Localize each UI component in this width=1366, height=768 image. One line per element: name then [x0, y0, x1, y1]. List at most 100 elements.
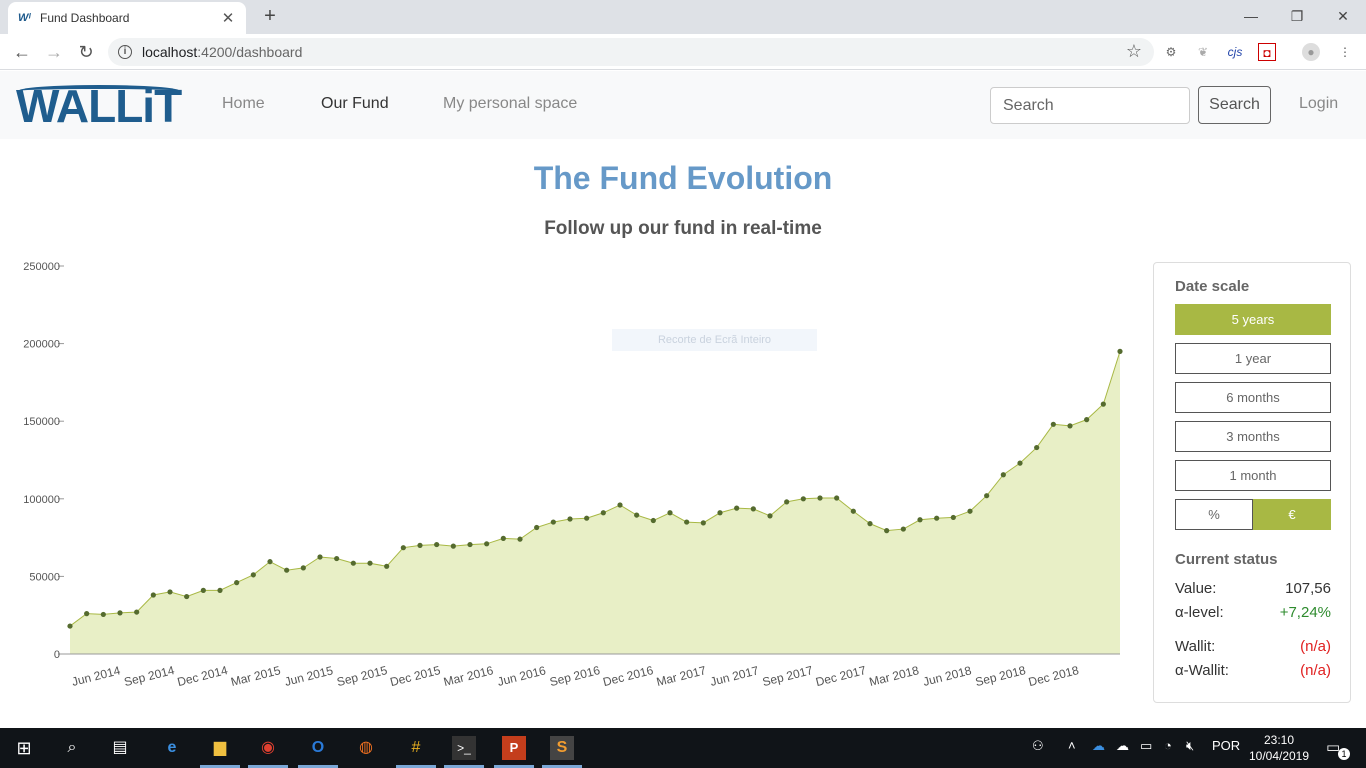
active-app-indicator: [200, 765, 240, 768]
screen-snip-overlay: Recorte de Ecrã Inteiro: [612, 329, 817, 351]
battery-icon[interactable]: ▭: [1140, 738, 1153, 753]
range-1-year-button[interactable]: 1 year: [1175, 343, 1331, 374]
logo-swoosh: [18, 85, 180, 97]
active-app-indicator: [494, 765, 534, 768]
data-point: [234, 580, 240, 586]
alpha-wallit-row: α-Wallit: (n/a): [1175, 662, 1331, 679]
page-title: The Fund Evolution: [533, 160, 833, 196]
forward-icon[interactable]: →: [45, 42, 63, 62]
range-1-month-button[interactable]: 1 month: [1175, 460, 1331, 491]
task-view-icon[interactable]: ▤: [112, 739, 128, 756]
range-5-years-button[interactable]: 5 years: [1175, 304, 1331, 335]
login-link[interactable]: Login: [1299, 95, 1339, 112]
data-point: [334, 555, 340, 562]
range-6-months-button[interactable]: 6 months: [1175, 382, 1331, 413]
alpha-wallit-label: α-Wallit:: [1175, 662, 1229, 679]
value-label: Value:: [1175, 580, 1217, 597]
data-point: [817, 495, 823, 501]
search-button[interactable]: Search: [1198, 86, 1271, 124]
extension-leaf-icon[interactable]: ❦: [1197, 45, 1209, 59]
active-app-indicator: [298, 765, 338, 768]
clock-time: 23:10: [1263, 733, 1295, 747]
slack-icon[interactable]: #: [411, 739, 421, 756]
data-point: [734, 505, 740, 511]
data-point: [450, 543, 456, 549]
current-status-heading: Current status: [1175, 551, 1278, 568]
powerpoint-icon[interactable]: P: [502, 736, 526, 760]
search-input[interactable]: [990, 87, 1190, 124]
wallit-logo[interactable]: WALLiT: [16, 80, 182, 132]
search-icon[interactable]: ⌕: [67, 739, 77, 756]
close-tab-icon[interactable]: ✕: [221, 10, 235, 27]
edge-icon[interactable]: e: [167, 739, 177, 756]
data-point: [67, 623, 73, 629]
terminal-icon[interactable]: >_: [452, 736, 476, 760]
volume-icon[interactable]: 🔇︎: [1186, 738, 1195, 753]
unit-euro-button[interactable]: €: [1253, 499, 1331, 530]
y-tick-label: 200000: [23, 339, 60, 351]
alpha-wallit-value: (n/a): [1300, 662, 1331, 679]
onedrive-icon[interactable]: ☁: [1092, 738, 1105, 753]
page-subtitle: Follow up our fund in real-time: [544, 218, 822, 239]
data-point: [617, 502, 623, 508]
file-explorer-icon[interactable]: ▆: [213, 739, 227, 756]
y-tick-label: 150000: [23, 416, 60, 428]
x-tick-label: Jun 2018: [922, 663, 974, 689]
outlook-icon[interactable]: O: [311, 739, 325, 756]
wallit-label: Wallit:: [1175, 638, 1216, 655]
tab-title: Fund Dashboard: [40, 11, 130, 25]
data-point: [784, 499, 790, 505]
sublime-text-icon[interactable]: S: [550, 736, 574, 760]
address-bar[interactable]: i localhost:4200/dashboard ☆: [108, 38, 1154, 66]
range-3-months-button[interactable]: 3 months: [1175, 421, 1331, 452]
people-icon[interactable]: ⚇: [1032, 738, 1044, 753]
info-icon[interactable]: i: [118, 45, 132, 59]
active-app-indicator: [542, 765, 582, 768]
profile-avatar-icon[interactable]: ●: [1302, 43, 1320, 61]
app-orange-icon[interactable]: ◍: [359, 739, 373, 756]
x-tick-label: Dec 2018: [1027, 663, 1081, 689]
data-point: [417, 542, 423, 548]
reload-icon[interactable]: ↻: [78, 42, 94, 62]
data-point: [700, 520, 706, 526]
taskbar-clock[interactable]: 23:10 10/04/2019: [1248, 732, 1310, 764]
browser-toolbar: ← → ↻ i localhost:4200/dashboard ☆ ⚙ ❦ c…: [0, 34, 1366, 70]
extension-gear-icon[interactable]: ⚙: [1165, 45, 1177, 59]
notifications-icon[interactable]: ▭: [1326, 739, 1341, 756]
data-point: [800, 496, 806, 502]
chrome-icon[interactable]: ◉: [261, 739, 275, 756]
x-tick-label: Jun 2017: [709, 663, 761, 689]
minimize-icon[interactable]: —: [1244, 8, 1258, 24]
menu-dots-icon[interactable]: ⋮: [1339, 45, 1351, 59]
new-tab-icon[interactable]: +: [264, 5, 276, 27]
y-tick-label: 50000: [29, 571, 60, 583]
extension-cjs-icon[interactable]: cjs: [1227, 45, 1243, 59]
x-tick-label: Dec 2017: [814, 663, 868, 689]
nav-our-fund[interactable]: Our Fund: [321, 95, 389, 112]
back-icon[interactable]: ←: [13, 42, 31, 62]
data-point: [584, 515, 590, 521]
x-tick-label: Sep 2015: [335, 663, 389, 689]
cloud-icon[interactable]: ☁: [1116, 738, 1129, 753]
tray-chevron-up-icon[interactable]: ˄: [1068, 738, 1076, 753]
data-point: [1017, 460, 1023, 466]
value-amount: 107,56: [1285, 580, 1331, 597]
value-row: Value: 107,56: [1175, 580, 1331, 597]
data-point: [400, 545, 406, 551]
data-point: [550, 519, 556, 525]
data-point: [1100, 401, 1106, 407]
unit-percent-button[interactable]: %: [1175, 499, 1253, 530]
extension-shield-icon[interactable]: ◘: [1258, 43, 1276, 61]
wifi-icon[interactable]: ◔: [1164, 738, 1172, 753]
x-tick-label: Mar 2015: [229, 663, 282, 689]
browser-tab[interactable]: Wᴵ Fund Dashboard ✕: [8, 2, 246, 34]
language-indicator[interactable]: POR: [1212, 738, 1241, 753]
nav-personal-space[interactable]: My personal space: [443, 95, 578, 112]
bookmark-star-icon[interactable]: ☆: [1125, 41, 1142, 61]
windows-start-icon[interactable]: ⊞: [16, 738, 32, 758]
nav-home[interactable]: Home: [222, 95, 265, 112]
series-line: [69, 351, 1121, 627]
close-window-icon[interactable]: ✕: [1337, 8, 1349, 24]
restore-icon[interactable]: ❐: [1290, 8, 1304, 24]
data-point: [850, 508, 856, 514]
